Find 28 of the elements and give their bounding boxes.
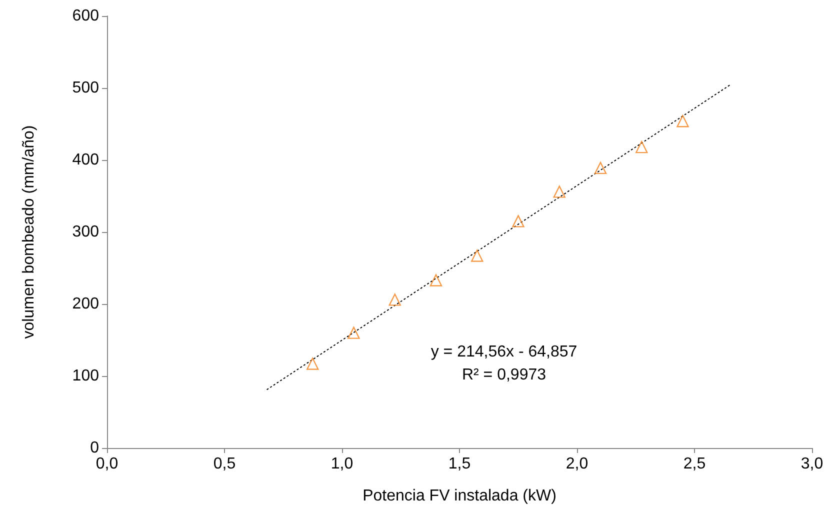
x-tick-label: 2,5 bbox=[683, 456, 706, 472]
x-tick-label: 3,0 bbox=[800, 456, 824, 472]
point bbox=[512, 215, 524, 228]
y-tick-label: 600 bbox=[72, 8, 100, 24]
annotation: R² = 0,9973 bbox=[462, 366, 546, 384]
y-tick-label: 400 bbox=[72, 152, 100, 168]
point bbox=[594, 162, 607, 174]
point bbox=[676, 115, 689, 128]
x-tick-label: 2,0 bbox=[566, 456, 588, 472]
x-axis-title: Potencia FV instalada (kW) bbox=[362, 488, 556, 504]
x-tick-label: 0,0 bbox=[96, 456, 118, 472]
y-tick-label: 100 bbox=[72, 368, 100, 384]
y-tick-label: 300 bbox=[72, 224, 100, 240]
point bbox=[553, 186, 566, 198]
y-tick-label: 0 bbox=[90, 440, 100, 456]
x-tick-label: 1,0 bbox=[330, 456, 354, 472]
y-tick-label: 500 bbox=[72, 80, 100, 96]
point bbox=[636, 140, 648, 154]
y-tick-label: 200 bbox=[72, 296, 100, 312]
point bbox=[306, 358, 319, 370]
point bbox=[388, 294, 401, 306]
y-axis-title: volumen bombeado (mm/año) bbox=[20, 125, 38, 339]
point bbox=[471, 250, 484, 262]
point bbox=[348, 326, 360, 339]
x-tick-label: 1,5 bbox=[448, 456, 471, 472]
point bbox=[430, 274, 442, 286]
x-tick-label: 0,5 bbox=[213, 456, 236, 472]
annotation: y = 214,56x - 64,857 bbox=[430, 344, 578, 360]
